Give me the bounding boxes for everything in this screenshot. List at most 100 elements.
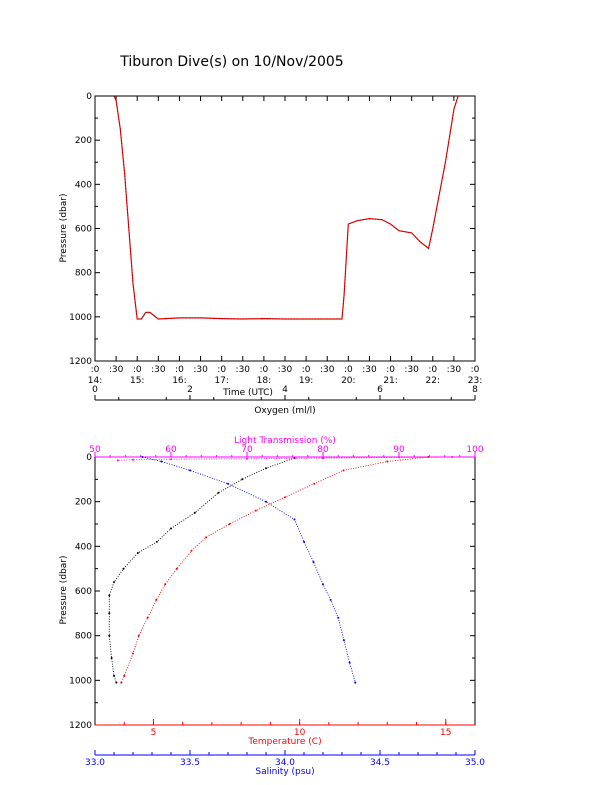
x-tick-label: :0 (386, 365, 395, 375)
x-tick-label: :0 (133, 365, 142, 375)
light-tick-label: 100 (466, 445, 483, 455)
salinity-tick-label: 33.5 (180, 758, 200, 768)
light-tick-label: 60 (165, 445, 177, 455)
x-tick-label: :0 (344, 365, 353, 375)
temperature-point (132, 652, 134, 655)
x-hour-label: 22: (426, 376, 440, 386)
x-hour-label: 20: (341, 376, 355, 386)
salinity-point (329, 598, 332, 601)
top-pressure-axis-label: Pressure (dbar) (59, 194, 69, 263)
dive-track-dots (113, 95, 459, 320)
temperature-point (175, 567, 178, 570)
temperature-point (342, 469, 345, 472)
temperature-point (313, 482, 316, 485)
temperature-axis-label: Temperature (C) (247, 737, 321, 747)
temperature-point (254, 509, 257, 512)
y-tick-label: 400 (75, 542, 92, 552)
x-tick-label: :0 (91, 365, 100, 375)
temperature-point (205, 536, 208, 539)
y-tick-label: 600 (75, 587, 92, 597)
x-tick-label: :30 (362, 365, 377, 375)
light-point (451, 456, 454, 458)
light-point (398, 456, 400, 459)
x-tick-label: :0 (217, 365, 226, 375)
salinity-point (342, 639, 345, 642)
oxygen-axis-label: Oxygen (ml/l) (254, 406, 315, 416)
light-tick-label: 50 (89, 445, 101, 455)
salinity-tick-label: 34.0 (275, 758, 295, 768)
y-tick-label: 200 (75, 136, 92, 146)
temperature-point (284, 496, 286, 499)
x-tick-label: :30 (193, 365, 208, 375)
x-hour-label: 15: (130, 376, 144, 386)
oxygen-tick-label: 8 (472, 385, 478, 395)
light-point (116, 459, 119, 462)
oxygen-point (113, 674, 115, 677)
salinity-point (189, 469, 191, 472)
temperature-point (155, 598, 158, 601)
oxygen-tick-label: 4 (282, 385, 288, 395)
y-tick-label: 1200 (69, 357, 92, 367)
oxygen-point (115, 681, 118, 684)
y-tick-label: 0 (86, 453, 92, 463)
temperature-tick-label: 5 (151, 728, 157, 738)
oxygen-point (122, 567, 125, 570)
light-transmission-axis: 50 60 70 80 90 100 (89, 445, 484, 458)
temperature-point (427, 456, 430, 458)
oxygen-point (108, 612, 111, 615)
time-pressure-plot-frame (94, 95, 476, 362)
x-hour-label: 19: (299, 376, 313, 386)
x-hour-label: 21: (383, 376, 397, 386)
temperature-point (164, 583, 167, 586)
salinity-tick-label: 35.0 (465, 758, 485, 768)
x-tick-label: :0 (302, 365, 311, 375)
figure-title: Tiburon Dive(s) on 10/Nov/2005 (119, 54, 343, 70)
dive-track-line (113, 95, 459, 320)
x-hour-label: 16: (172, 376, 186, 386)
temperature-point (228, 523, 231, 525)
salinity-tick-label: 34.5 (370, 758, 390, 768)
oxygen-tick-label: 0 (92, 385, 98, 395)
oxygen-point (108, 594, 111, 597)
salinity-point (293, 518, 296, 521)
salinity-point (312, 561, 315, 563)
salinity-point (265, 500, 267, 503)
temperature-tick-label: 15 (440, 728, 451, 738)
oxygen-point (170, 527, 172, 530)
light-profile-line (117, 456, 453, 461)
x-tick-label: :0 (260, 365, 269, 375)
oxygen-point (217, 491, 220, 494)
light-point (132, 458, 134, 461)
x-tick-label: :30 (320, 365, 335, 375)
oxygen-point (110, 657, 113, 659)
bottom-pressure-axis-label: Pressure (dbar) (59, 556, 69, 625)
oxygen-tick-label: 6 (377, 385, 383, 395)
oxygen-point (136, 552, 139, 554)
light-point (246, 457, 248, 460)
y-tick-label: 1000 (69, 313, 92, 323)
x-tick-label: :30 (404, 365, 419, 375)
oxygen-profile-line (108, 457, 295, 683)
x-tick-label: :30 (151, 365, 166, 375)
light-tick-label: 70 (241, 445, 253, 455)
x-tick-label: :0 (175, 365, 184, 375)
profile-series (108, 456, 454, 684)
salinity-point (348, 661, 351, 664)
light-point (170, 458, 172, 461)
salinity-point (160, 460, 163, 463)
y-tick-label: 800 (75, 632, 92, 642)
x-tick-label: :0 (428, 365, 437, 375)
oxygen-point (193, 511, 196, 514)
x-tick-label: :30 (447, 365, 462, 375)
temperature-tick-label: 10 (294, 728, 306, 738)
y-tick-label: 400 (75, 180, 92, 190)
salinity-profile-line (142, 456, 356, 683)
salinity-point (227, 482, 229, 485)
top-y-axis: 0 200 400 600 800 1000 1200 (69, 92, 475, 367)
salinity-point (337, 616, 340, 619)
dive-track-series (113, 95, 459, 320)
light-transmission-axis-label: Light Transmission (%) (234, 436, 336, 446)
x-tick-label: :30 (236, 365, 251, 375)
x-tick-label: :30 (278, 365, 293, 375)
